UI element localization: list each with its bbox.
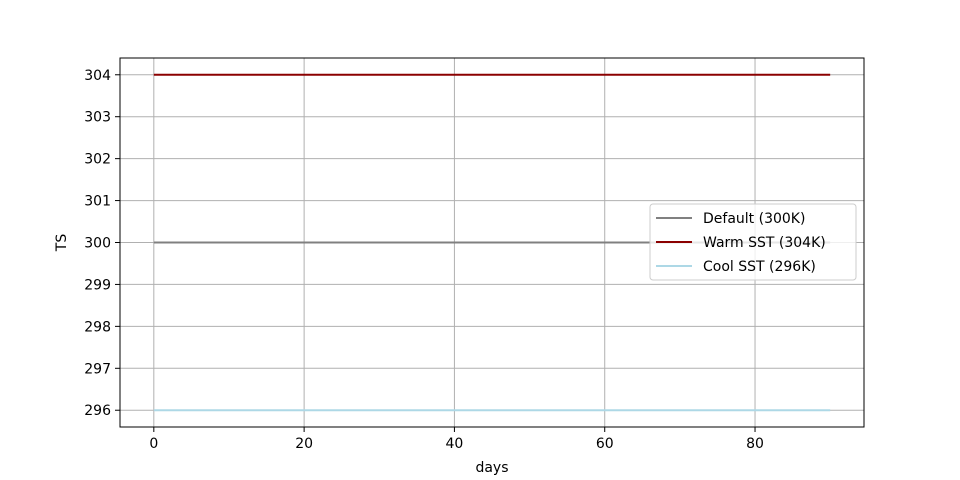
- y-tick-label: 299: [84, 277, 111, 293]
- y-tick-label: 296: [84, 403, 111, 419]
- tick-marks: [115, 74, 756, 432]
- legend-label-1: Warm SST (304K): [703, 235, 826, 251]
- y-tick-label: 301: [84, 194, 111, 210]
- legend-label-0: Default (300K): [703, 211, 805, 227]
- legend-box: [649, 203, 857, 281]
- y-tick-label: 297: [84, 361, 111, 377]
- legend-label-2: Cool SST (296K): [703, 259, 816, 275]
- y-axis-label: TS: [54, 234, 70, 253]
- legend: Default (300K) Warm SST (304K) Cool SST (2…: [649, 203, 857, 281]
- y-tick-labels: 296 297 298 299 300 301 302 303 304: [84, 68, 111, 419]
- y-tick-label: 298: [84, 319, 111, 335]
- x-tick-label: 20: [295, 436, 313, 452]
- x-axis-label: days: [475, 460, 508, 476]
- x-tick-label: 80: [746, 436, 764, 452]
- y-tick-label: 302: [84, 152, 111, 168]
- x-tick-label: 60: [596, 436, 614, 452]
- x-tick-label: 40: [446, 436, 464, 452]
- y-tick-label: 304: [84, 68, 111, 84]
- x-tick-labels: 0 20 40 60 80: [149, 436, 764, 452]
- y-tick-label: 303: [84, 110, 111, 126]
- y-tick-label: 300: [84, 236, 111, 252]
- x-tick-label: 0: [149, 436, 158, 452]
